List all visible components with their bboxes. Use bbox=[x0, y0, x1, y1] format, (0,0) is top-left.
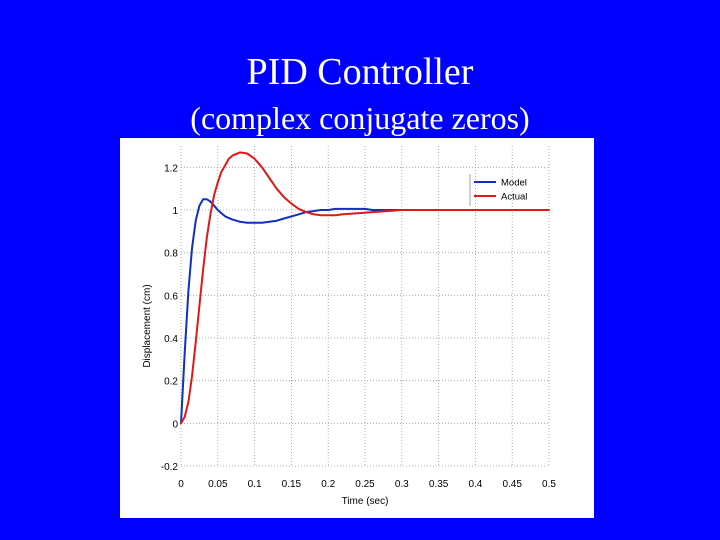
displacement-chart: 0 0.05 0.1 0.15 0.2 0.25 0.3 0.35 0.4 0.45 0.5 -0.2… bbox=[142, 146, 557, 507]
x-tick-label: 0.2 bbox=[321, 479, 335, 490]
y-tick-label: 0.2 bbox=[164, 377, 178, 388]
series-lines bbox=[180, 151, 550, 425]
x-tick-label: 0.25 bbox=[355, 479, 375, 490]
x-tick-label: 0.15 bbox=[282, 479, 302, 490]
x-tick-label: 0.05 bbox=[208, 479, 228, 490]
series-line-model bbox=[180, 198, 403, 425]
y-axis-label: Displacement (cm) bbox=[142, 284, 153, 367]
tick-labels: 0 0.05 0.1 0.15 0.2 0.25 0.3 0.35 0.4 0.45 0.5 -0.2… bbox=[161, 163, 557, 490]
y-tick-label: 1 bbox=[172, 206, 178, 217]
x-tick-label: 0.1 bbox=[248, 479, 262, 490]
slide-subtitle: (complex conjugate zeros) bbox=[190, 100, 530, 136]
y-tick-label: 1.2 bbox=[164, 163, 178, 174]
y-tick-label: 0.8 bbox=[164, 249, 178, 260]
legend: Model Actual bbox=[469, 174, 527, 206]
legend-label-model: Model bbox=[501, 178, 527, 189]
y-tick-label: -0.2 bbox=[161, 462, 179, 473]
x-axis-label: Time (sec) bbox=[342, 496, 389, 507]
y-tick-label: 0 bbox=[172, 419, 178, 430]
x-tick-label: 0 bbox=[178, 479, 184, 490]
grid-lines bbox=[180, 146, 550, 467]
x-tick-label: 0.35 bbox=[429, 479, 449, 490]
x-tick-label: 0.45 bbox=[502, 479, 522, 490]
x-tick-label: 0.4 bbox=[468, 479, 482, 490]
x-tick-label: 0.5 bbox=[542, 479, 556, 490]
legend-label-actual: Actual bbox=[501, 192, 527, 203]
chart-panel: 0 0.05 0.1 0.15 0.2 0.25 0.3 0.35 0.4 0.45 0.5 -0.2… bbox=[120, 138, 594, 518]
x-tick-label: 0.3 bbox=[395, 479, 409, 490]
y-tick-label: 0.4 bbox=[164, 334, 178, 345]
slide-title: PID Controller bbox=[246, 51, 474, 93]
y-tick-label: 0.6 bbox=[164, 291, 178, 302]
series-line-actual bbox=[180, 151, 550, 425]
